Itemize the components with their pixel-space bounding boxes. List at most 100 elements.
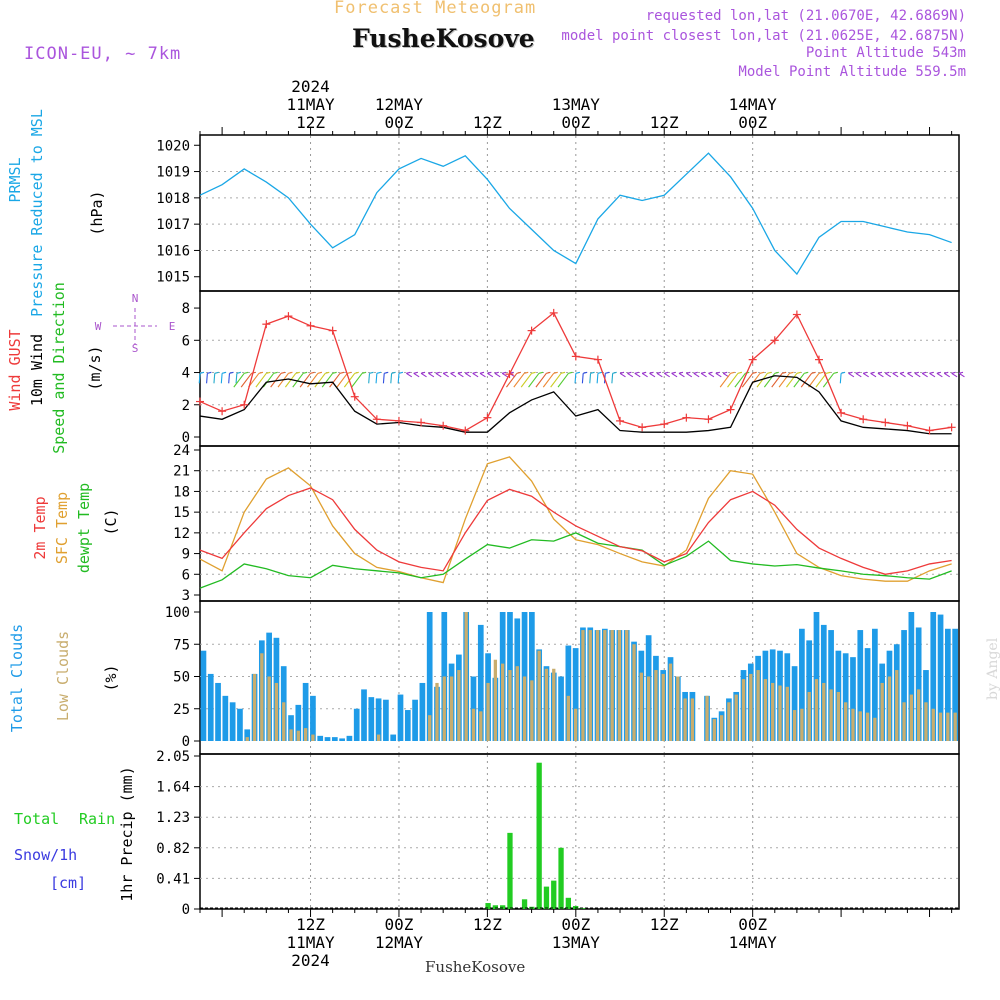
wind-direction-feather <box>612 371 617 374</box>
total-cloud-bar <box>915 627 922 741</box>
dewpt-temp-line <box>199 532 952 589</box>
low-cloud-bar <box>938 712 943 741</box>
total-cloud-bar <box>368 697 375 741</box>
wind-direction-feather <box>575 371 580 374</box>
low-cloud-bar <box>719 715 724 741</box>
wind-direction-barb <box>472 372 479 378</box>
wind-direction-feather <box>826 371 831 374</box>
wind-direction-barb <box>808 373 820 388</box>
wind-direction-feather <box>332 371 337 374</box>
low-cloud-bar <box>829 689 833 741</box>
wind-direction-feather <box>339 371 345 374</box>
wind-direction-feather <box>686 371 691 374</box>
wind-direction-barb <box>213 373 216 384</box>
wind-direction-barb <box>855 372 862 378</box>
total-cloud-bar <box>288 715 294 741</box>
wind-direction-feather <box>715 371 720 374</box>
wind-gust-line-marker <box>638 423 647 432</box>
y-tick-label-precip: 2.05 <box>156 749 190 765</box>
temp-label-dewpt: dewpt Temp <box>75 483 93 573</box>
wind-gust-line-marker <box>814 355 823 364</box>
total-cloud-bar <box>908 612 915 741</box>
y-tick-label-temperature: 6 <box>182 567 190 583</box>
low-cloud-bar <box>471 708 476 741</box>
wind-direction-barb <box>929 372 936 378</box>
wind-gust-line-marker <box>660 420 669 429</box>
wind-direction-barb <box>390 373 393 384</box>
wind-unit: (m/s) <box>86 345 104 390</box>
wind-direction-barb <box>220 373 223 384</box>
low-cloud-bar <box>639 672 643 741</box>
wind-direction-barb <box>299 373 311 388</box>
time-label-bottom-date: 12MAY <box>375 933 424 952</box>
wind-direction-feather <box>958 371 964 374</box>
wind-direction-barb <box>815 373 827 388</box>
wind-direction-barb <box>800 373 813 388</box>
total-cloud-bar <box>237 708 243 741</box>
total-cloud-bar <box>572 648 579 741</box>
wind-direction-feather <box>538 371 544 374</box>
wind-direction-barb <box>786 373 798 388</box>
low-cloud-bar <box>595 630 600 741</box>
wind-direction-feather <box>907 371 912 374</box>
wind-direction-barb <box>581 373 584 384</box>
time-label-top-hour: 00Z <box>561 113 590 132</box>
wind-direction-barb <box>284 373 297 388</box>
wind-gust-line-marker <box>328 326 337 335</box>
wind-direction-barb <box>958 372 965 378</box>
wind-direction-feather <box>199 371 205 374</box>
low-cloud-bar <box>625 630 629 741</box>
wind-direction-feather <box>818 371 824 374</box>
wind-direction-feather <box>376 371 381 374</box>
total-cloud-bar <box>901 630 907 741</box>
wind-direction-feather <box>649 371 654 374</box>
model-point-altitude: Model Point Altitude 559.5m <box>738 64 966 80</box>
low-cloud-bar <box>909 694 914 741</box>
wind-direction-feather <box>678 371 684 374</box>
wind-direction-feather <box>877 371 883 374</box>
time-label-top-date: 13MAY <box>552 95 601 114</box>
wind-gust-line-marker <box>748 355 757 364</box>
wind-gust-line-marker <box>837 408 846 417</box>
wind-direction-barb <box>420 372 427 378</box>
wind-direction-barb <box>885 372 892 378</box>
y-tick-label-pressure: 1016 <box>156 243 190 259</box>
total-cloud-bar <box>361 689 367 741</box>
rain-bar <box>536 762 542 909</box>
total-cloud-bar <box>937 614 944 741</box>
total-cloud-bar <box>952 628 958 741</box>
wind-direction-barb <box>778 373 790 388</box>
wind-label-10m: 10m Wind <box>28 334 46 406</box>
wind-direction-feather <box>435 371 440 374</box>
total-cloud-bar <box>229 702 236 741</box>
wind-direction-barb <box>428 372 435 378</box>
wind-direction-barb <box>936 372 943 378</box>
time-label-bottom-hour: 12Z <box>296 915 325 934</box>
compass-east: E <box>169 320 176 333</box>
total-cloud-bar <box>813 612 820 741</box>
low-cloud-bar <box>734 694 738 741</box>
compass-south: S <box>132 342 139 355</box>
wind-direction-feather <box>885 371 890 374</box>
wind-direction-feather <box>708 371 713 374</box>
wind-direction-barb <box>877 372 884 378</box>
wind-direction-feather <box>214 371 219 374</box>
temp-2m-line <box>199 487 952 575</box>
precip-unit-label: 1hr Precip (mm) <box>118 766 136 901</box>
wind-direction-barb <box>535 373 547 388</box>
low-cloud-bar <box>501 663 505 741</box>
total-cloud-bar <box>339 738 345 741</box>
temp-label-2m: 2m Temp <box>31 496 49 559</box>
wind-direction-barb <box>235 373 238 384</box>
wind-label-direction: Speed and Direction <box>50 282 68 454</box>
wind-direction-feather <box>811 371 816 374</box>
requested-location: requested lon,lat (21.0670E, 42.6869N) <box>645 8 966 24</box>
y-tick-label-precip: 1.64 <box>156 780 190 796</box>
forecast-meteogram-subtitle: Forecast Meteogram <box>334 0 537 18</box>
wind-direction-feather <box>642 371 647 374</box>
low-cloud-bar <box>486 682 490 741</box>
wind-direction-barb <box>741 373 754 388</box>
wind-direction-feather <box>590 371 595 374</box>
wind-direction-feather <box>317 371 323 374</box>
wind-gust-line-marker <box>616 416 625 425</box>
